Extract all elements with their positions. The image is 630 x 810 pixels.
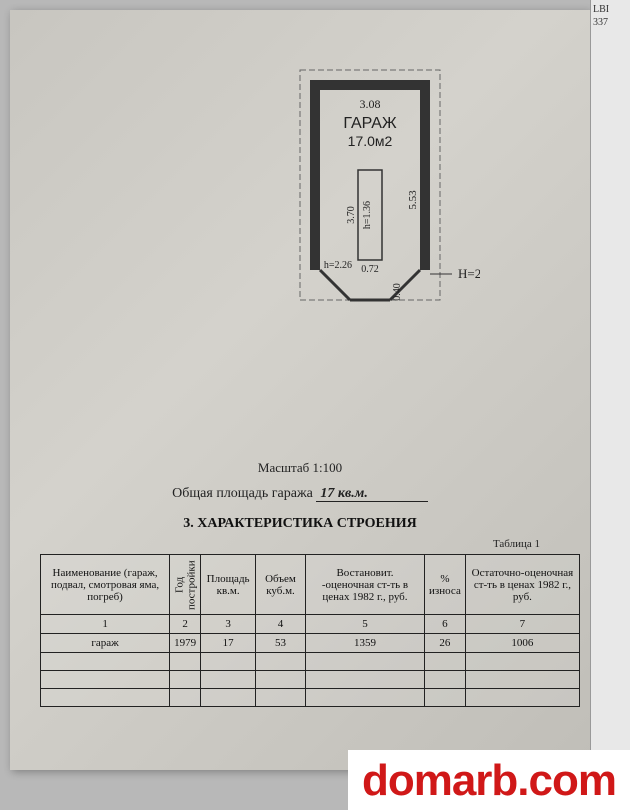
table-cell: 26 [425, 634, 466, 653]
document-page: 3.08 ГАРАЖ 17.0м2 5.53 3.70 h=1.36 h=2.2… [10, 10, 590, 770]
table-empty-cell [256, 689, 306, 707]
table-colnum-cell: 6 [425, 615, 466, 634]
table-empty-cell [201, 653, 256, 671]
table-colnum-cell: 5 [305, 615, 424, 634]
table-caption: Таблица 1 [40, 538, 560, 550]
section-title: 3. ХАРАКТЕРИСТИКА СТРОЕНИЯ [40, 516, 560, 532]
table-header-cell: Год постройки [170, 555, 201, 615]
table-empty-cell [170, 671, 201, 689]
table-cell: 1006 [465, 634, 579, 653]
fp-title: ГАРАЖ [343, 115, 397, 132]
table-empty-cell [305, 671, 424, 689]
table-empty-cell [465, 653, 579, 671]
table-row: гараж197917531359261006 [41, 634, 580, 653]
fp-area: 17.0м2 [348, 133, 393, 149]
table-empty-cell [305, 653, 424, 671]
table-empty-cell [41, 671, 170, 689]
characteristics-table: Наименование (гараж, подвал, смотровая я… [40, 554, 580, 707]
table-cell: 1979 [170, 634, 201, 653]
table-header-cell: Объем куб.м. [256, 555, 306, 615]
height-label: H=2.50 [458, 266, 480, 281]
strip-text-1: LBI [593, 4, 628, 15]
dim-inner-h: 3.70 [346, 206, 357, 224]
table-colnum-cell: 1 [41, 615, 170, 634]
table-empty-row [41, 653, 580, 671]
right-margin-strip: LBI 337 [590, 0, 630, 810]
table-empty-cell [425, 653, 466, 671]
table-empty-cell [256, 671, 306, 689]
dim-inner-w: h=1.36 [362, 201, 373, 229]
area-prefix: Общая площадь гаража [172, 486, 313, 501]
table-header-cell: Остаточно-оценочная ст-ть в ценах 1982 г… [465, 555, 579, 615]
table-empty-cell [465, 689, 579, 707]
table-number-row: 1234567 [41, 615, 580, 634]
table-empty-cell [170, 653, 201, 671]
dim-bottom-v: 0.40 [392, 283, 403, 301]
dim-right: 5.53 [407, 190, 419, 210]
table-empty-cell [305, 689, 424, 707]
dim-bottom-small: 0.72 [361, 264, 379, 275]
dim-top: 3.08 [360, 97, 381, 111]
table-empty-cell [41, 653, 170, 671]
table-cell: 53 [256, 634, 306, 653]
floorplan-diagram: 3.08 ГАРАЖ 17.0м2 5.53 3.70 h=1.36 h=2.2… [280, 60, 480, 340]
table-empty-cell [425, 689, 466, 707]
table-empty-cell [256, 653, 306, 671]
table-colnum-cell: 2 [170, 615, 201, 634]
table-cell: гараж [41, 634, 170, 653]
table-empty-cell [201, 671, 256, 689]
table-empty-cell [170, 689, 201, 707]
scale-text: Масштаб 1:100 [40, 460, 560, 476]
table-colnum-cell: 7 [465, 615, 579, 634]
table-header-row: Наименование (гараж, подвал, смотровая я… [41, 555, 580, 615]
dim-h-left: h=2.26 [324, 260, 352, 271]
strip-text-2: 337 [593, 17, 628, 28]
table-empty-row [41, 671, 580, 689]
table-cell: 17 [201, 634, 256, 653]
table-header-cell: Площадь кв.м. [201, 555, 256, 615]
table-cell: 1359 [305, 634, 424, 653]
table-empty-cell [425, 671, 466, 689]
table-body: гараж197917531359261006 [41, 634, 580, 707]
table-header-cell: % износа [425, 555, 466, 615]
table-colnum-cell: 3 [201, 615, 256, 634]
table-colnum-cell: 4 [256, 615, 306, 634]
table-empty-cell [465, 671, 579, 689]
area-line: Общая площадь гаража 17 кв.м. [40, 486, 560, 502]
area-value: 17 кв.м. [316, 486, 427, 502]
table-empty-row [41, 689, 580, 707]
table-empty-cell [201, 689, 256, 707]
table-empty-cell [41, 689, 170, 707]
floorplan-svg: 3.08 ГАРАЖ 17.0м2 5.53 3.70 h=1.36 h=2.2… [280, 60, 480, 340]
table-header-cell: Наименование (гараж, подвал, смотровая я… [41, 555, 170, 615]
table-header-cell: Востановит. -оценочная ст-ть в ценах 198… [305, 555, 424, 615]
watermark: domarb.com [348, 750, 630, 810]
